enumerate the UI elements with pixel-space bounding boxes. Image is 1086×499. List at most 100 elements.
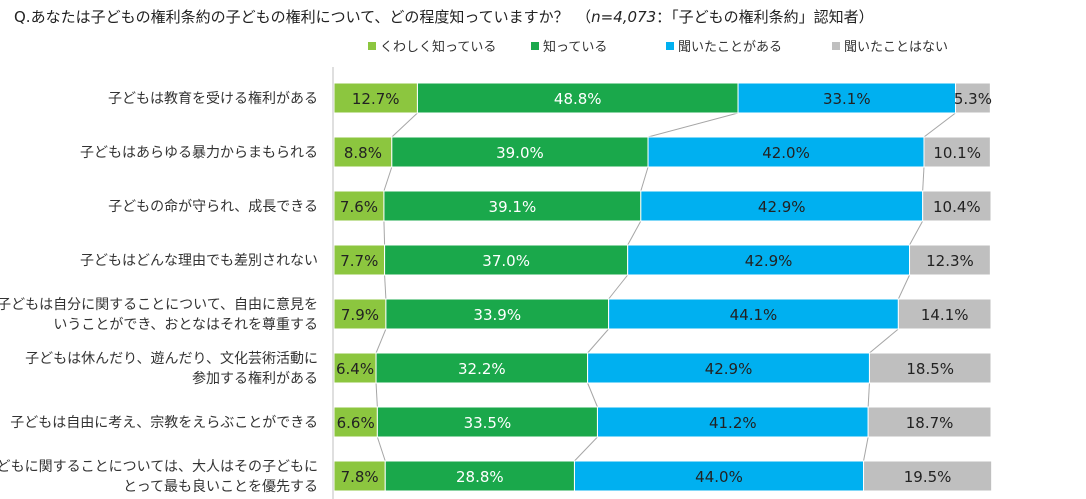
category-label: 子どもは自分に関することについて、自由に意見を xyxy=(0,296,318,313)
bar-segment xyxy=(376,406,598,438)
bar-segment xyxy=(868,352,992,384)
connector-line xyxy=(909,220,924,246)
data-label: 33.5% xyxy=(464,414,512,432)
series-connector-lines xyxy=(375,112,956,462)
connector-line xyxy=(647,112,739,138)
bar-segment xyxy=(333,136,393,168)
data-label: 41.2% xyxy=(709,414,757,432)
bar-segment xyxy=(923,136,991,168)
data-label: 7.7% xyxy=(340,252,378,270)
bar-segment xyxy=(647,136,925,168)
category-label: 参加する権利がある xyxy=(192,370,318,387)
title-sample-size: n=4,073 xyxy=(591,8,657,26)
data-label: 14.1% xyxy=(921,306,969,324)
bar-segment xyxy=(333,298,387,330)
data-label: 12.7% xyxy=(352,90,400,108)
category-label: 子どもに関することについては、大人はその子どもに xyxy=(0,459,318,475)
connector-line xyxy=(375,382,378,408)
category-label: 子どもは自由に考え、宗教をえらぶことができる xyxy=(10,415,318,431)
bar-segment xyxy=(909,244,991,276)
connector-line xyxy=(897,274,910,300)
data-label: 33.9% xyxy=(473,306,521,324)
bar-segment xyxy=(640,190,924,222)
data-label: 48.8% xyxy=(554,90,602,108)
bar-segment xyxy=(383,190,642,222)
connector-line xyxy=(923,112,956,138)
legend-label: 聞いたことはない xyxy=(844,40,948,55)
category-label: 子どもの命が守られ、成長できる xyxy=(108,198,318,215)
category-label: いうことができ、おとなはそれを尊重する xyxy=(53,316,318,333)
data-label: 28.8% xyxy=(456,468,504,486)
connector-line xyxy=(587,382,598,408)
bar-segment xyxy=(333,244,386,276)
data-label: 44.0% xyxy=(695,468,743,486)
bar-segment xyxy=(922,190,992,222)
data-label: 6.4% xyxy=(336,360,374,378)
bar-segment xyxy=(955,82,991,114)
bar-segment xyxy=(333,190,385,222)
data-label: 7.8% xyxy=(341,468,379,486)
category-label: 子どもはどんな理由でも差別されない xyxy=(80,253,318,269)
connector-line xyxy=(384,274,387,300)
bar-segment xyxy=(587,352,870,384)
data-label: 7.6% xyxy=(340,198,378,216)
data-label: 7.9% xyxy=(341,306,379,324)
bar-segment xyxy=(897,298,992,330)
bars: 12.7% 48.8% 33.1% 5.3% 8.8% 39.0% 42.0% 10.1% 7.… xyxy=(333,82,993,492)
data-label: 44.1% xyxy=(730,306,778,324)
bar-segment xyxy=(333,352,377,384)
legend: くわしく知っている 知っている 聞いたことがある 聞いたことはない xyxy=(368,39,948,55)
connector-line xyxy=(869,328,899,354)
title-prefix: Q.あなたは子どもの権利条約の子どもの権利について、どの程度知っていますか？ （ xyxy=(14,8,592,26)
category-labels: 子どもは教育を受ける権利がある子どもはあらゆる暴力からまもられる子どもの命が守ら… xyxy=(0,90,318,495)
legend-swatch xyxy=(832,42,840,50)
chart-title: Q.あなたは子どもの権利条約の子どもの権利について、どの程度知っていますか？ （… xyxy=(14,6,874,27)
connector-line xyxy=(867,382,870,408)
bar-segment xyxy=(737,82,957,114)
bar-segment xyxy=(627,244,911,276)
data-label: 5.3% xyxy=(954,90,992,108)
category-label: とって最も良いことを優先する xyxy=(123,479,318,495)
category-label: 子どもは教育を受ける権利がある xyxy=(108,90,318,107)
connector-line xyxy=(608,274,629,300)
data-label: 10.4% xyxy=(933,198,981,216)
connector-line xyxy=(640,166,649,192)
data-label: 18.5% xyxy=(906,360,954,378)
connector-line xyxy=(574,436,598,462)
data-label: 39.0% xyxy=(496,144,544,162)
data-label: 12.3% xyxy=(926,252,974,270)
legend-swatch xyxy=(368,42,376,50)
bar-segment xyxy=(384,244,629,276)
legend-label: 聞いたことがある xyxy=(678,40,782,55)
connector-line xyxy=(376,436,386,462)
legend-label: くわしく知っている xyxy=(380,39,496,55)
category-label: 子どもは休んだり、遊んだり、文化芸術活動に xyxy=(25,351,318,367)
connector-line xyxy=(391,112,418,138)
data-label: 42.9% xyxy=(745,252,793,270)
bar-segment xyxy=(573,460,865,492)
data-label: 32.2% xyxy=(458,360,506,378)
data-label: 10.1% xyxy=(933,144,981,162)
title-suffix: ：「子どもの権利条約」認知者） xyxy=(656,8,874,26)
data-label: 42.9% xyxy=(758,198,806,216)
legend-swatch xyxy=(531,42,539,50)
bar-segment xyxy=(867,406,992,438)
connector-line xyxy=(383,220,386,246)
connector-line xyxy=(627,220,642,246)
connector-line xyxy=(922,166,925,192)
connector-line xyxy=(375,328,387,354)
connector-line xyxy=(587,328,610,354)
data-label: 39.1% xyxy=(489,198,537,216)
bar-segment xyxy=(863,460,993,492)
bar-segment xyxy=(385,298,610,330)
bar-segment xyxy=(333,460,386,492)
category-label: 子どもはあらゆる暴力からまもられる xyxy=(80,145,318,161)
data-label: 8.8% xyxy=(344,144,382,162)
data-label: 37.0% xyxy=(482,252,530,270)
bar-segment xyxy=(384,460,575,492)
data-label: 19.5% xyxy=(904,468,952,486)
bar-segment xyxy=(375,352,589,384)
connector-line xyxy=(863,436,869,462)
data-label: 42.9% xyxy=(705,360,753,378)
